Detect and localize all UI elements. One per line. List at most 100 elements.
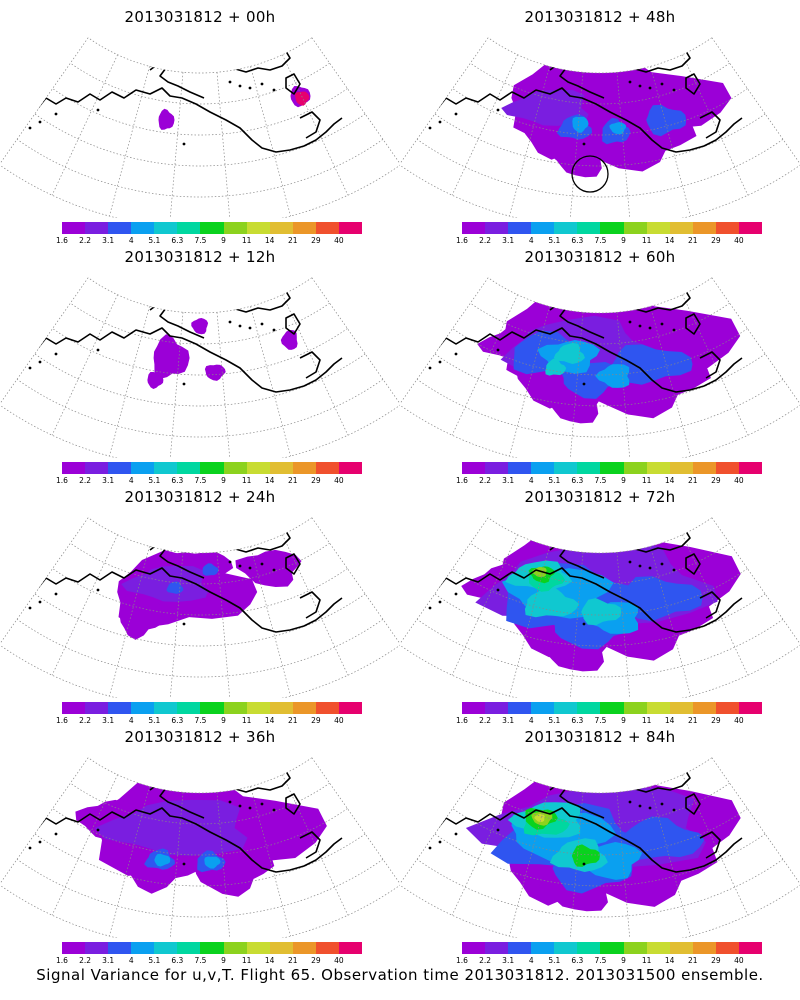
colorbar-swatch <box>485 462 509 474</box>
colorbar-label: 9 <box>621 236 626 245</box>
variance-contour <box>154 853 171 867</box>
colorbar-swatch <box>246 462 270 474</box>
colorbar-swatch <box>715 702 739 714</box>
colorbar-label: 14 <box>264 476 275 485</box>
colorbar-label: 21 <box>687 236 698 245</box>
colorbar-labels: 1.6 2.2 3.1 4 5.1 6.3 7.5 9 11 14 21 29 40 <box>56 956 362 966</box>
colorbar-swatch <box>554 702 578 714</box>
colorbar <box>462 702 763 714</box>
colorbar-swatch <box>692 222 716 234</box>
colorbar-swatch <box>646 462 670 474</box>
variance-contour <box>204 364 226 381</box>
colorbar-swatch <box>646 942 670 954</box>
colorbar-label: 2.2 <box>79 476 92 485</box>
colorbar-label: 7.5 <box>194 476 207 485</box>
variance-field <box>501 48 732 178</box>
colorbar-label: 9 <box>621 956 626 965</box>
figure-caption: Signal Variance for u,v,T. Flight 65. Ob… <box>36 966 764 984</box>
colorbar-labels: 1.6 2.2 3.1 4 5.1 6.3 7.5 9 11 14 21 29 40 <box>456 716 762 726</box>
colorbar-label: 1.6 <box>56 956 68 965</box>
colorbar-label: 3.1 <box>502 956 515 965</box>
colorbar-label: 6.3 <box>171 716 184 725</box>
colorbar-label: 29 <box>311 956 321 965</box>
colorbar-swatch <box>623 462 647 474</box>
colorbar-label: 14 <box>664 956 675 965</box>
colorbar-swatch <box>692 702 716 714</box>
colorbar-label: 14 <box>264 716 275 725</box>
colorbar-swatch <box>338 942 363 954</box>
colorbar-swatch <box>715 942 739 954</box>
colorbar-label: 21 <box>687 716 698 725</box>
colorbar-labels: 1.6 2.2 3.1 4 5.1 6.3 7.5 9 11 14 21 29 40 <box>456 236 762 246</box>
colorbar-labels: 1.6 2.2 3.1 4 5.1 6.3 7.5 9 11 14 21 29 40 <box>456 956 762 966</box>
variance-contour <box>202 563 219 576</box>
colorbar-label: 40 <box>334 476 344 485</box>
colorbar-label: 2.2 <box>79 236 92 245</box>
colorbar-swatch <box>531 942 555 954</box>
colorbar-label: 21 <box>287 956 298 965</box>
colorbar-swatch <box>62 222 86 234</box>
colorbar-label: 9 <box>221 716 226 725</box>
colorbar-swatch <box>131 462 155 474</box>
colorbar-swatch <box>738 462 763 474</box>
map-panel: 2013031812 + 48h 1.6 2.2 3.1 4 5.1 6.3 7.5 9 11 14… <box>400 0 800 245</box>
graticule <box>0 37 400 218</box>
variance-contour <box>501 89 589 126</box>
colorbar-label: 21 <box>287 716 298 725</box>
colorbar-label: 14 <box>664 716 675 725</box>
variance-contour <box>147 372 164 389</box>
map-panel: 2013031812 + 00h 1.6 2.2 3.1 4 5.1 6.3 7.5 9 11 14… <box>0 0 400 245</box>
colorbar-label: 1.6 <box>56 236 68 245</box>
colorbar-label: 3.1 <box>102 956 115 965</box>
colorbar-swatch <box>223 222 247 234</box>
colorbar-label: 4 <box>528 956 534 965</box>
colorbar-swatch <box>85 222 109 234</box>
colorbar-label: 2.2 <box>79 956 92 965</box>
variance-contour <box>158 108 175 130</box>
colorbar-label: 2.2 <box>479 716 492 725</box>
colorbar-swatch <box>669 942 693 954</box>
colorbar-label: 3.1 <box>102 236 115 245</box>
colorbar-swatch <box>577 222 601 234</box>
graticule <box>0 277 400 458</box>
map-plot <box>400 517 800 698</box>
variance-contour <box>524 587 580 618</box>
colorbar-label: 1.6 <box>456 236 468 245</box>
colorbar-swatch <box>338 702 363 714</box>
colorbar-label: 3.1 <box>502 236 515 245</box>
colorbar-swatch <box>315 462 339 474</box>
variance-field <box>158 86 311 130</box>
colorbar-label: 40 <box>734 236 744 245</box>
map-panel: 2013031812 + 12h 1.6 2.2 3.1 4 5.1 6.3 7.5 9 11 14… <box>0 240 400 485</box>
colorbar-label: 40 <box>734 716 744 725</box>
colorbar-label: 5.1 <box>148 956 161 965</box>
variance-field <box>477 279 741 424</box>
colorbar-label: 1.6 <box>456 476 468 485</box>
map-plot <box>400 757 800 938</box>
colorbar-swatch <box>577 462 601 474</box>
colorbar-label: 11 <box>641 236 652 245</box>
colorbar-label: 5.1 <box>548 476 561 485</box>
colorbar-swatch <box>223 702 247 714</box>
colorbar-swatch <box>738 222 763 234</box>
colorbar-swatch <box>200 222 224 234</box>
colorbar-label: 40 <box>734 956 744 965</box>
variance-contour <box>534 814 545 822</box>
colorbar-swatch <box>246 702 270 714</box>
variance-contour <box>294 91 310 106</box>
colorbar-label: 29 <box>711 476 721 485</box>
colorbar-label: 4 <box>528 716 534 725</box>
panel-title: 2013031812 + 00h <box>124 8 276 26</box>
colorbar-label: 7.5 <box>194 956 207 965</box>
colorbar-label: 9 <box>221 476 226 485</box>
map-plot <box>400 37 800 218</box>
variance-field <box>147 318 298 389</box>
colorbar-swatch <box>154 462 178 474</box>
colorbar-swatch <box>292 702 316 714</box>
colorbar-swatch <box>508 702 532 714</box>
colorbar-label: 5.1 <box>148 236 161 245</box>
colorbar-swatch <box>692 462 716 474</box>
colorbar-swatch <box>269 942 293 954</box>
colorbar-label: 21 <box>287 236 298 245</box>
colorbar-label: 11 <box>641 716 652 725</box>
